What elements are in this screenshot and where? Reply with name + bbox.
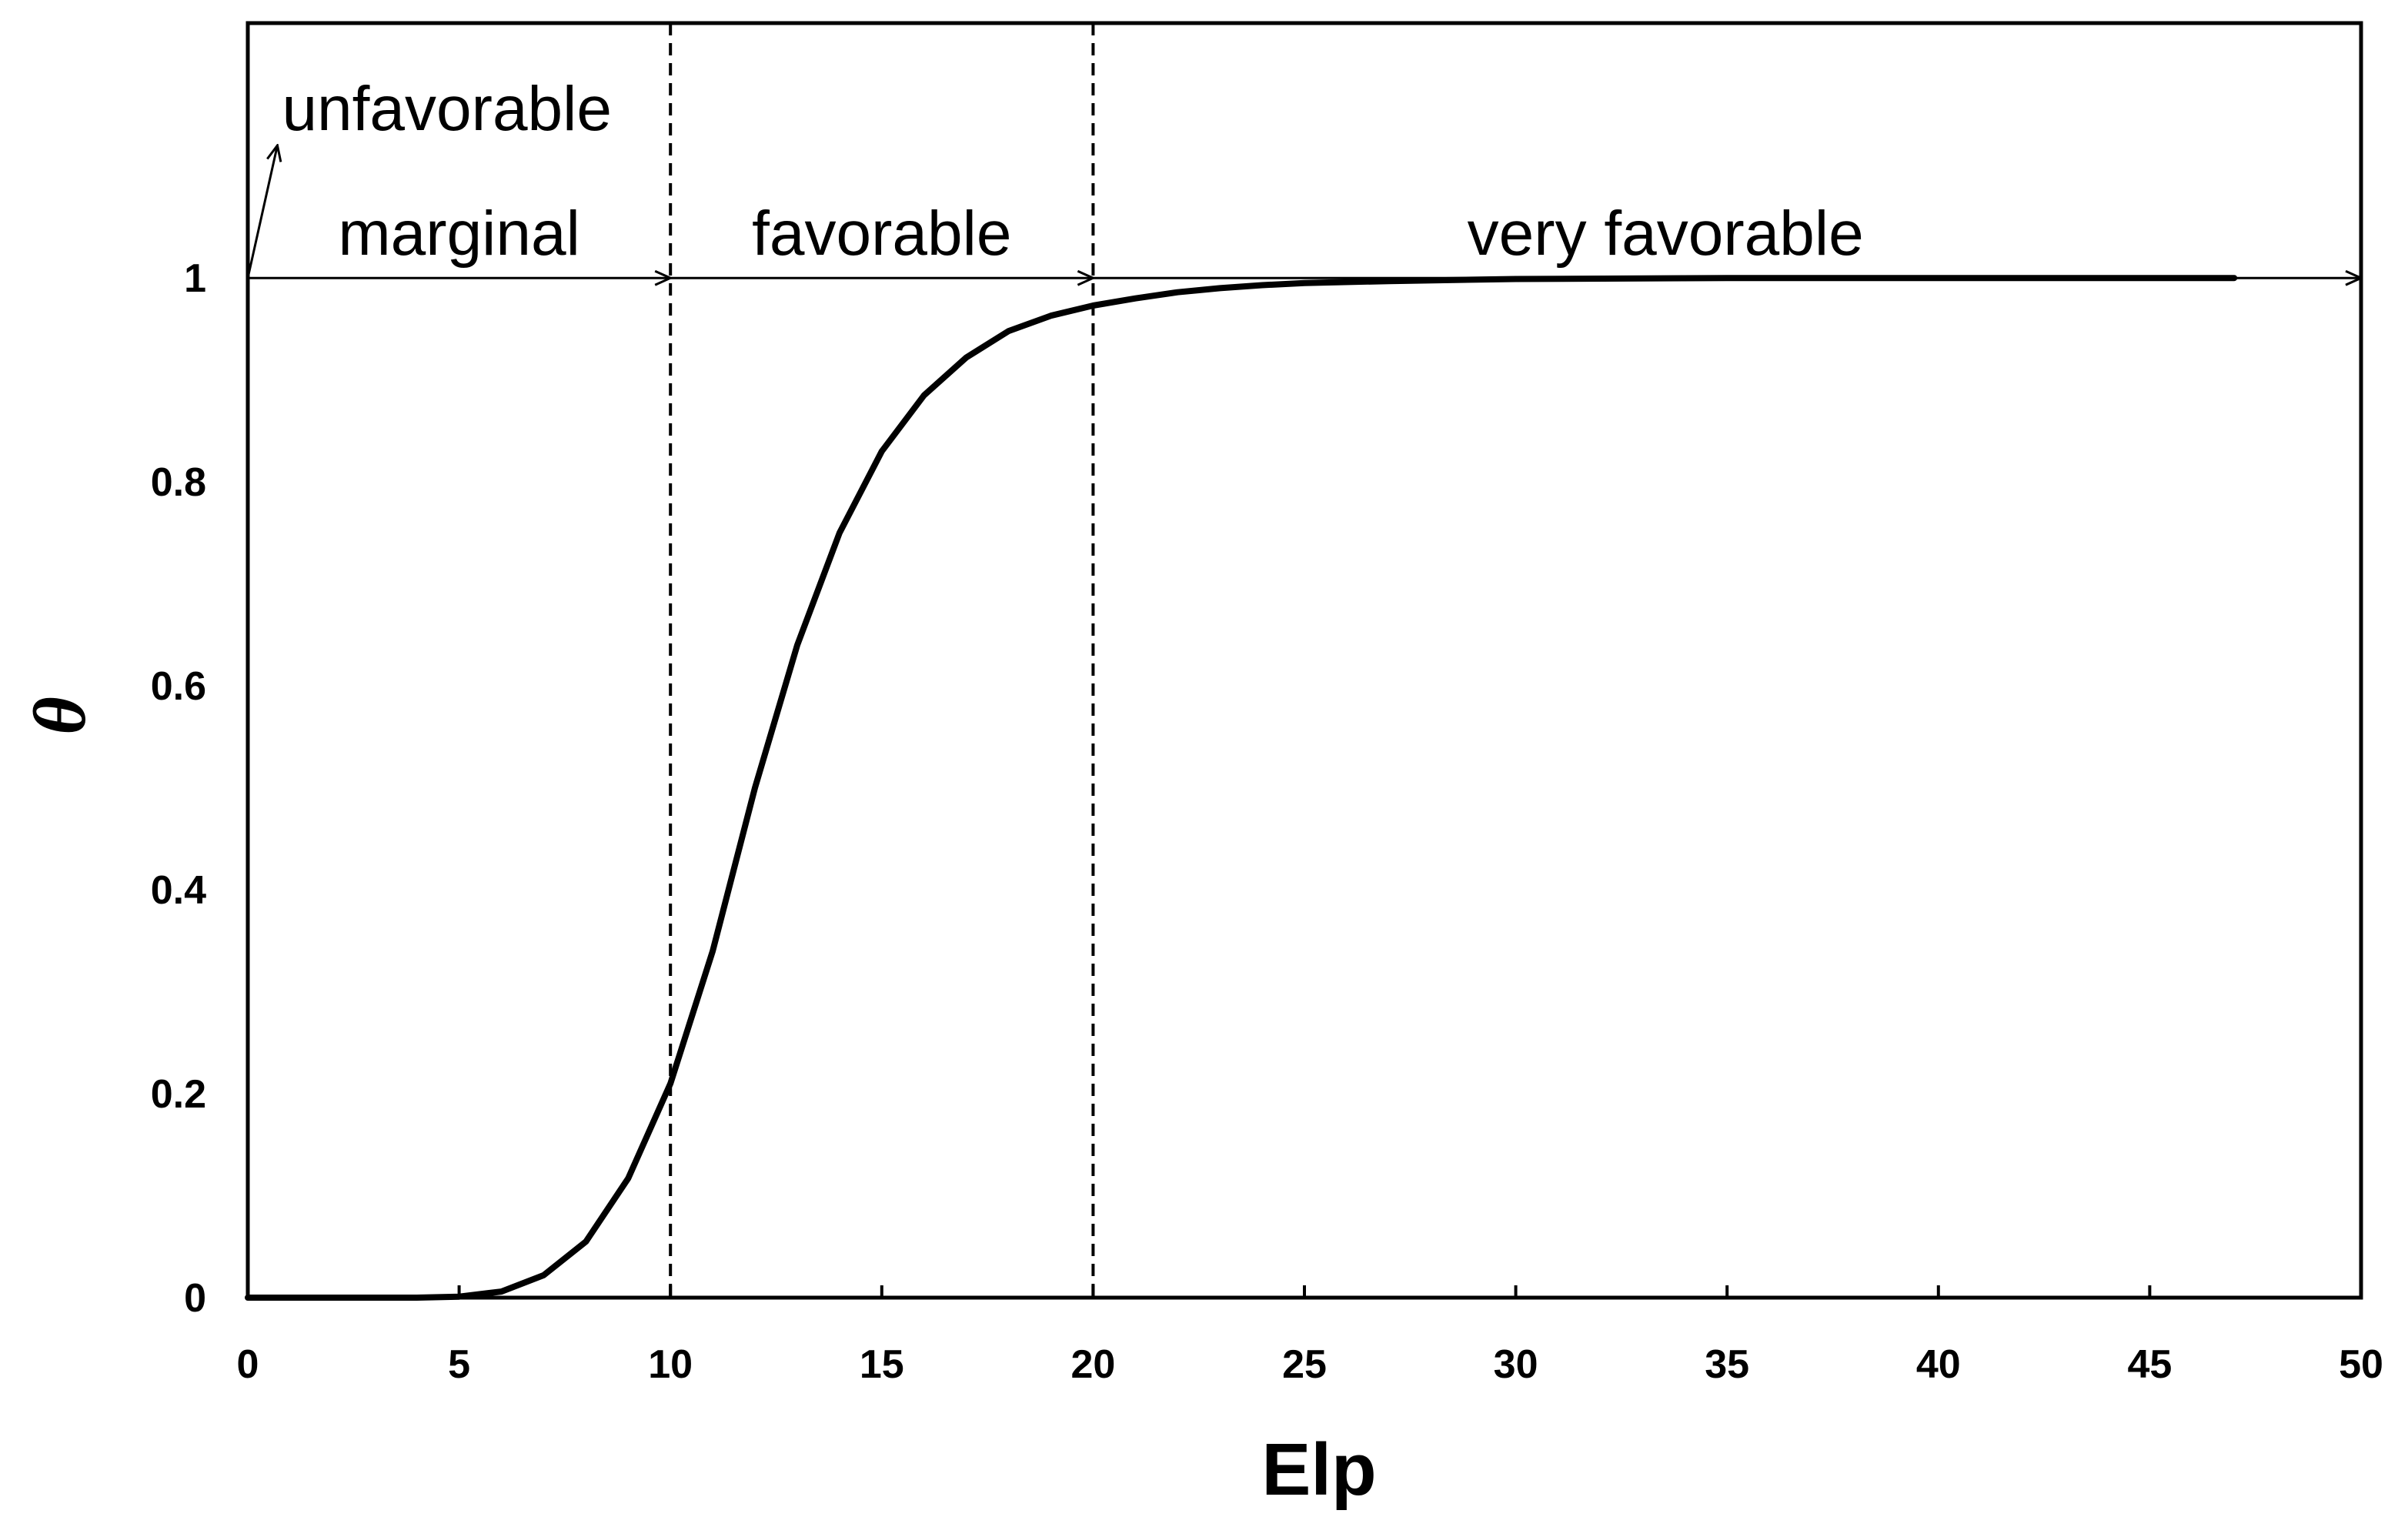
x-tick-label-1: 5 [448, 1342, 470, 1387]
x-tick-label-5: 25 [1282, 1342, 1327, 1387]
x-tick-label-8: 40 [1916, 1342, 1961, 1387]
x-axis-title: Elp [1261, 1428, 1376, 1511]
x-tick-label-3: 15 [860, 1342, 904, 1387]
region-label-0: unfavorable [282, 74, 612, 144]
x-tick-label-2: 10 [648, 1342, 693, 1387]
x-tick-label-9: 45 [2127, 1342, 2172, 1387]
x-tick-label-10: 50 [2339, 1342, 2383, 1387]
x-axis-ticks: 0 5 10 15 20 25 30 35 40 45 50 [237, 1285, 2383, 1387]
series-group [245, 275, 2238, 1301]
y-axis-title: θ [18, 697, 101, 735]
region-label-2: favorable [752, 199, 1011, 269]
y-axis-ticks: 0 0.2 0.4 0.6 0.8 1 [151, 256, 206, 1321]
y-tick-label-4: 0.8 [151, 460, 206, 505]
x-tick-label-6: 30 [1494, 1342, 1538, 1387]
y-tick-label-5: 1 [184, 256, 206, 301]
region-label-3: very favorable [1468, 199, 1864, 269]
x-tick-label-7: 35 [1705, 1342, 1749, 1387]
plot-area [245, 21, 2363, 1300]
region-label-1: marginal [338, 199, 579, 269]
y-tick-label-1: 0.2 [151, 1072, 206, 1117]
y-tick-label-3: 0.6 [151, 664, 206, 709]
x-tick-label-4: 20 [1070, 1342, 1115, 1387]
y-tick-label-2: 0.4 [151, 868, 206, 913]
series-line-0 [245, 275, 2238, 1301]
region-arrow-0 [246, 145, 277, 279]
x-tick-label-0: 0 [237, 1342, 259, 1387]
region-arrows: unfavorable marginal favorable very favorab… [246, 74, 2361, 279]
y-tick-label-0: 0 [184, 1276, 206, 1321]
